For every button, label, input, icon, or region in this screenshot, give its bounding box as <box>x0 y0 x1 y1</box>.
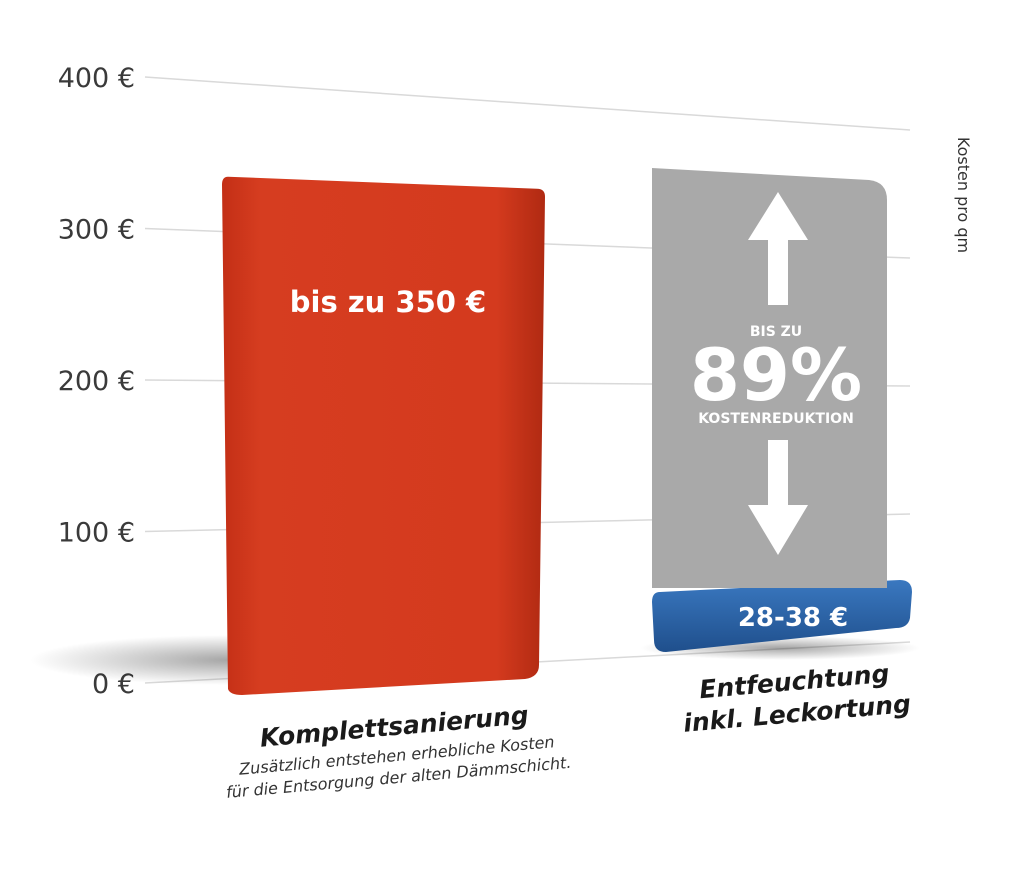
reduction-column <box>652 168 887 588</box>
y-tick-label: 200 € <box>58 366 135 397</box>
reduction-prefix: BIS ZU <box>750 324 802 340</box>
bar-entfeuchtung <box>652 580 912 652</box>
reduction-caption: KOSTENREDUKTION <box>698 411 854 427</box>
bars: bis zu 350 € 28-38 € <box>30 176 920 695</box>
y-tick-label: 400 € <box>58 63 135 94</box>
arrow-down-icon <box>748 440 808 555</box>
y-tick-label: 300 € <box>58 215 135 246</box>
y-axis-ticks: 0 €100 €200 €300 €400 € <box>58 63 135 700</box>
y-axis-label: Kosten pro qm <box>954 137 973 253</box>
arrow-up-icon <box>748 192 808 305</box>
bar-value-label: 28-38 € <box>738 603 848 633</box>
bar-value-label: bis zu 350 € <box>290 285 487 319</box>
grid-line <box>144 76 911 131</box>
bar-komplettsanierung <box>222 176 545 695</box>
reduction-percent: 89% <box>690 333 862 417</box>
y-tick-label: 100 € <box>58 518 135 549</box>
